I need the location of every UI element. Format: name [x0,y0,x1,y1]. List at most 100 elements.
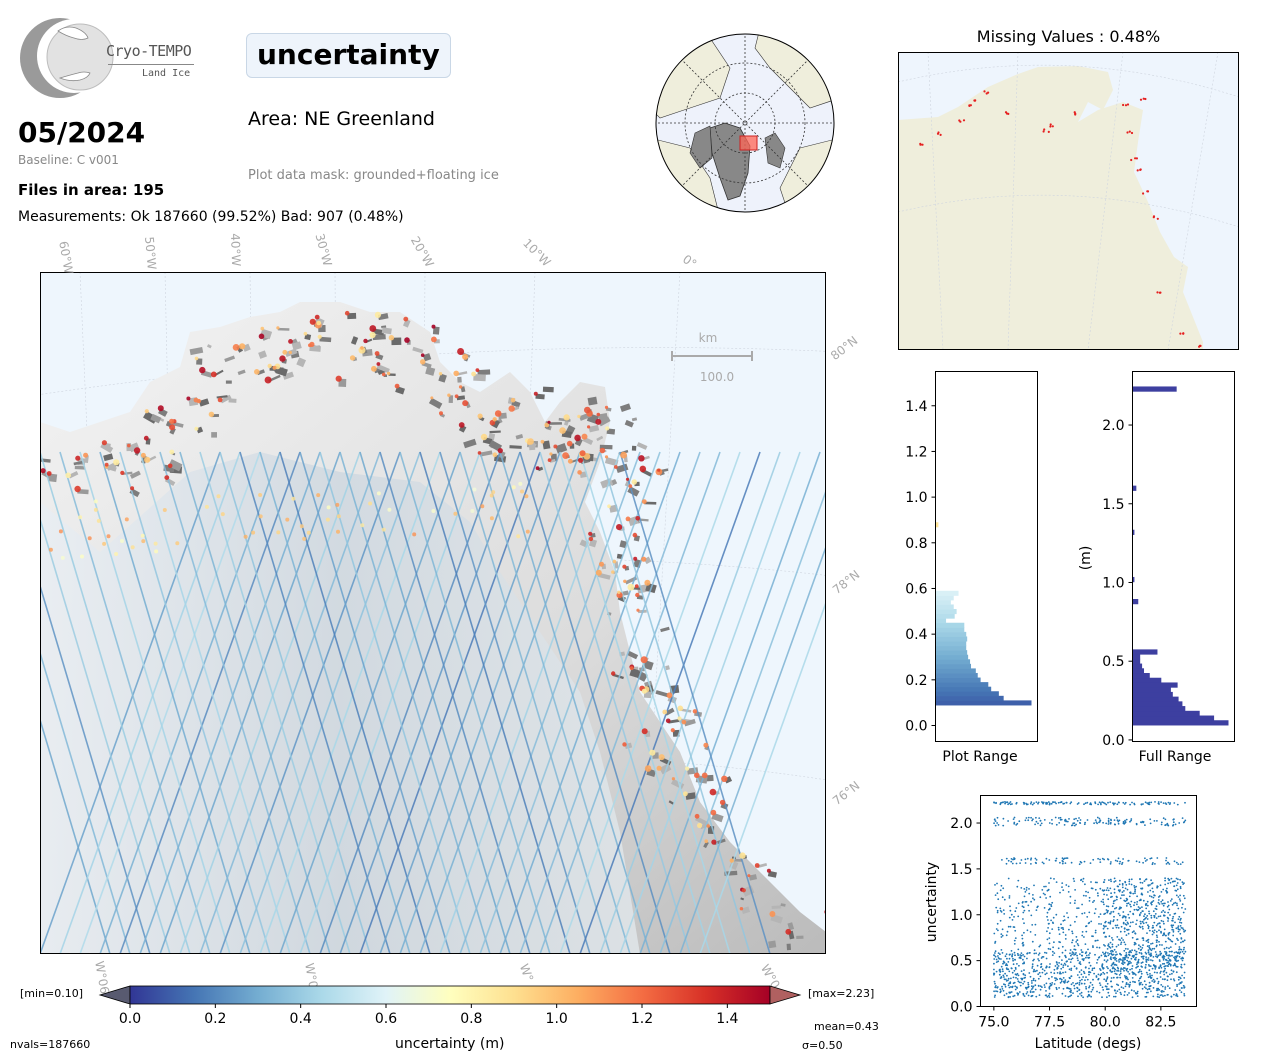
hist-full-range-bar [1132,658,1141,665]
scatter-point [1177,928,1180,931]
scatter-point [1024,974,1027,977]
scatter-point [1123,803,1126,805]
hist-full-range-bar [1132,696,1179,702]
scatter-point [1149,955,1152,957]
scatter-point [1172,924,1175,927]
scatter-point [1001,896,1004,899]
scatter-point [1148,929,1151,932]
relief-patch [448,395,454,404]
scatter-point [1037,822,1039,825]
scatter-point [1181,906,1183,909]
coastal-point [492,452,498,457]
scatter-point [1117,944,1120,946]
scatter-point [1146,904,1149,907]
scatter-point [1115,906,1118,909]
scatter-point [1166,994,1169,996]
coastal-point [458,422,465,428]
scatter-point [1081,880,1084,883]
scatter-point [1082,894,1085,897]
scatter-point [1074,889,1076,891]
relief-patch [636,442,648,450]
scatter-point [1177,907,1180,910]
coastal-point [547,420,551,424]
scatter-point [1012,963,1015,966]
scatter-point [1072,992,1074,994]
coastal-point [683,791,688,797]
scatter-point [996,892,999,895]
scatter-point [1119,972,1122,975]
coastal-point [65,472,71,479]
relief-patch [665,665,670,671]
scatter-point [1138,968,1141,971]
satellite-track [619,451,801,954]
scatter-point [1005,980,1008,982]
scatter-point [1166,861,1169,864]
hist-full-range-bar [1132,673,1150,679]
coastal-point [439,411,443,416]
scatter-point [1147,964,1150,966]
scatter-point [1033,802,1035,805]
scatter-point [1139,881,1142,884]
coastal-point [335,502,340,507]
scatter-point [1026,929,1029,932]
satellite-track [699,600,826,954]
scatter-point [1177,925,1180,927]
scatter-point [1063,915,1065,918]
scatter-point [1012,818,1015,820]
scatter-point [1014,988,1017,991]
coastal-point [368,501,373,506]
scatter-point [1179,900,1182,902]
scatter-point [1161,978,1164,980]
lon-label-50w: 50°W [142,236,159,271]
scatter-point [1160,931,1162,934]
scatter-point [1031,924,1034,926]
scatter-point [1157,982,1159,985]
coastal-point [566,440,573,447]
scatter-point [1000,949,1003,951]
scatter-point [1028,892,1031,895]
scatter-point [1084,883,1086,886]
scatter-point [1039,985,1042,987]
satellite-track [139,451,291,954]
coastal-point [625,516,631,522]
scatter-point [1128,954,1131,956]
relief-patch [489,430,501,434]
scatter-point [1061,886,1063,888]
scatter-point [1031,819,1033,822]
scatter-point [1055,823,1058,826]
scatter-point [1108,935,1111,938]
scatter-point [1183,952,1185,955]
scatter-point [1173,818,1175,821]
coastal-point [729,858,734,863]
scatter-point [1023,895,1026,898]
scatter-point [1183,963,1186,966]
scatter-point [1010,950,1013,952]
scatter-point [1134,958,1136,961]
coastal-point [544,422,550,428]
coastal-point [747,874,751,878]
lon-label-10w: 10°W [520,236,554,270]
scatter-point [1125,952,1128,954]
scatter-point [1002,801,1004,803]
scatter-point [1087,891,1089,894]
coastal-point [595,569,602,576]
relief-patch [463,438,477,449]
scatter-point [1159,915,1162,917]
relief-patch [786,943,792,951]
scatter-point [1053,878,1055,880]
scatter-point [1073,987,1076,990]
scatter-point [1002,817,1005,820]
scatter-point [1167,920,1169,922]
scatter-point [1107,858,1110,861]
coastal-point [388,335,395,341]
scatter-point [1150,801,1153,804]
scatter-point [1150,879,1152,882]
scatter-point [1107,905,1110,908]
scatter-point [1128,883,1131,885]
scatter-point [1124,923,1127,925]
scatter-point [1116,990,1119,992]
scatter-point [1141,882,1144,884]
scatter-point [1174,921,1176,924]
satellite-track [40,451,221,954]
coastal-point [220,512,225,517]
